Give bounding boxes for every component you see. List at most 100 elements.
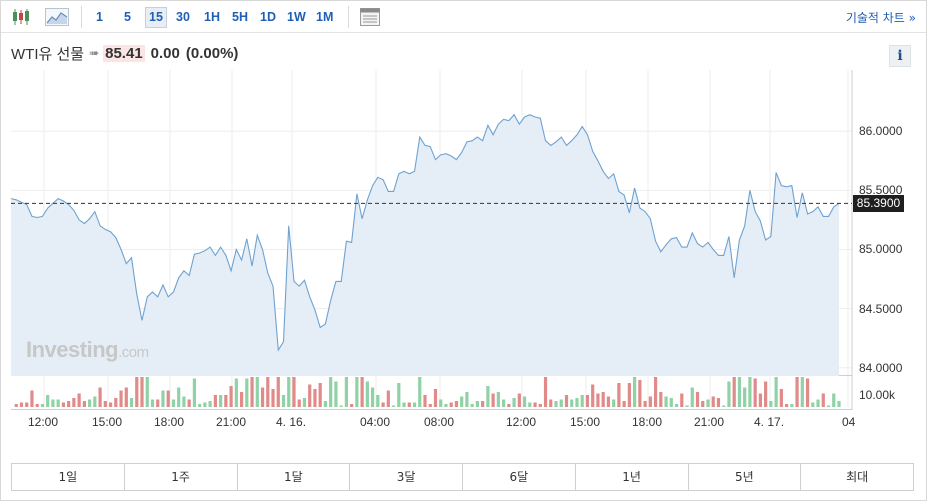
volume-bar [512,398,516,407]
instrument-header: WTI유 선물 ➠ 85.41 0.00 (0.00%) [11,44,238,63]
price-chart[interactable] [0,70,927,440]
volume-bar [669,398,673,407]
y-tick-label: 84.5000 [859,301,903,316]
volume-bar [145,377,149,407]
volume-bar [722,405,726,407]
volume-bar [161,390,165,407]
volume-bar [119,390,123,407]
range-tab-2[interactable]: 1달 [238,464,351,490]
range-tab-5[interactable]: 1년 [576,464,689,490]
volume-bar [580,395,584,407]
volume-bar [439,399,443,407]
x-tick-label: 15:00 [570,415,601,429]
volume-bar [528,402,532,407]
volume-bar [496,392,500,407]
volume-bar [124,387,128,407]
volume-bar [250,377,254,407]
timeframe-1m-button[interactable]: 1M [316,10,334,24]
volume-bar [805,378,810,407]
range-tab-0[interactable]: 1일 [12,464,125,490]
volume-bar [585,395,590,407]
volume-bar [711,396,715,407]
volume-bar [423,395,427,407]
price-line [10,113,840,352]
volume-bar [653,377,658,407]
volume-bar [832,393,836,407]
candlestick-icon[interactable] [10,6,32,28]
chart-toolbar: 1 5 15 30 1H 5H 1D 1W 1M 기술적 차트 » [1,1,926,33]
volume-bar [690,387,694,407]
toolbar-divider [348,6,349,28]
volume-bar [108,402,113,407]
y-tick-label: 85.0000 [859,242,903,257]
timeframe-1-button[interactable]: 1 [96,10,103,24]
volume-bar [19,402,24,407]
timeframe-1w-button[interactable]: 1W [287,10,306,24]
volume-bar [344,377,348,407]
volume-bar [281,395,286,407]
volume-bar [93,396,97,407]
technical-chart-link[interactable]: 기술적 차트 » [845,11,916,25]
timeframe-30-button[interactable]: 30 [176,10,190,24]
volume-bar [606,396,611,407]
volume-bar [454,401,459,407]
volume-bar [470,404,474,407]
range-tab-3[interactable]: 3달 [350,464,463,490]
area-chart-icon[interactable] [44,6,70,28]
volume-bar [591,384,595,407]
volume-bar [685,405,689,407]
volume-bar [465,392,469,407]
volume-bar [743,387,747,407]
x-tick-label: 12:00 [506,415,537,429]
table-icon[interactable] [359,6,381,28]
volume-bar [192,378,197,407]
volume-bar [397,383,401,407]
timeframe-1h-button[interactable]: 1H [204,10,220,24]
timeframe-1d-button[interactable]: 1D [260,10,276,24]
timeframe-5h-button[interactable]: 5H [232,10,248,24]
volume-bar [764,381,768,407]
range-tab-1[interactable]: 1주 [125,464,238,490]
x-tick-label: 4. 16. [276,415,307,429]
volume-bar [51,399,55,407]
last-price: 85.41 [103,44,145,62]
timeframe-15-button[interactable]: 15 [145,7,167,28]
volume-bar [72,398,76,407]
volume-bar [360,377,364,407]
volume-bar [140,377,144,407]
volume-bar [612,399,616,407]
instrument-name: WTI유 선물 [11,45,85,63]
range-tab-4[interactable]: 6달 [463,464,576,490]
info-button[interactable]: i [889,45,911,67]
volume-bar [664,396,668,407]
volume-bar [674,404,679,407]
volume-bar [276,377,280,407]
volume-bar [800,377,804,407]
volume-bar [633,377,637,407]
volume-bar [784,404,789,407]
volume-bar [795,377,799,407]
range-tab-6[interactable]: 5년 [689,464,802,490]
volume-bar [481,401,485,407]
volume-bar [219,395,223,407]
volume-bar [407,402,411,407]
volume-bar [25,402,29,407]
volume-bar [40,404,45,407]
volume-bar [82,401,86,407]
x-tick-label: 18:00 [154,415,185,429]
timeframe-5-button[interactable]: 5 [124,10,131,24]
range-tab-7[interactable]: 최대 [846,470,869,484]
volume-bar [643,401,647,407]
volume-bar [680,393,684,407]
range-selector: 1일 1주 1달 3달 6달 1년 5년 최대 [11,463,914,491]
volume-bar [30,390,34,407]
toolbar-divider [81,6,82,28]
volume-bar [177,387,181,407]
volume-bar [129,398,134,407]
volume-bar [271,389,275,407]
volume-bar [727,381,731,407]
volume-bar [386,390,390,407]
volume-bar [61,402,66,407]
volume-bar [732,377,736,407]
volume-bar [737,377,742,407]
